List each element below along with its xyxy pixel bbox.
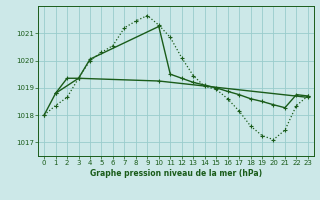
X-axis label: Graphe pression niveau de la mer (hPa): Graphe pression niveau de la mer (hPa): [90, 169, 262, 178]
